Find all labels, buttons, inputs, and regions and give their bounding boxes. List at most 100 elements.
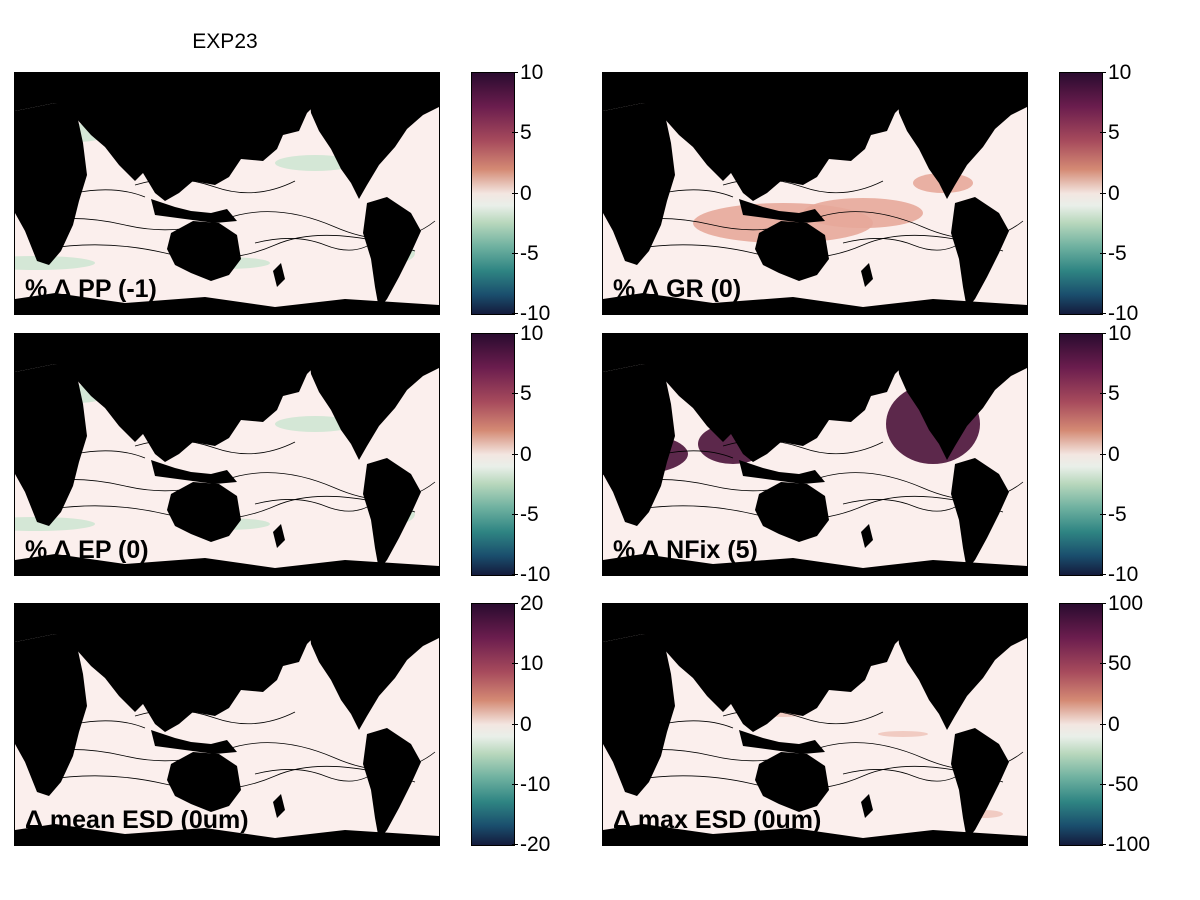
contour-line — [842, 238, 964, 251]
south-america-landmass — [363, 458, 421, 570]
africa-landmass — [15, 364, 87, 526]
colorbar-gr — [1059, 72, 1103, 315]
colorbar-tick: -10 — [1099, 302, 1139, 325]
panel-label-mean-esd: Δ mean ESD (0um) — [25, 806, 249, 834]
north-america-landmass — [895, 334, 1027, 460]
antarctica-landmass — [603, 293, 1027, 314]
colorbar-tick: -5 — [1100, 242, 1127, 265]
colorbar-tick: 0 — [512, 713, 532, 736]
contour-line — [254, 769, 376, 782]
eurasia-landmass — [15, 604, 345, 732]
indonesia-islands — [739, 460, 825, 484]
indonesia-islands — [739, 730, 825, 754]
colorbar-tick: 5 — [512, 382, 532, 405]
japan-island — [227, 648, 241, 682]
colorbar-tick: -5 — [512, 503, 539, 526]
contour-line — [74, 450, 146, 459]
eurasia-landmass — [603, 334, 933, 462]
colorbar-tick: -20 — [511, 833, 551, 856]
map-panel-nfix: % Δ NFix (5) — [602, 333, 1028, 576]
colorbar-tick: 20 — [511, 592, 544, 615]
antarctica-landmass — [603, 824, 1027, 845]
north-america-landmass — [307, 604, 439, 730]
anomaly-patch — [878, 731, 928, 737]
contour-line — [254, 499, 376, 512]
colorbar-tick: 50 — [1099, 652, 1132, 675]
colorbar-tick: -10 — [1099, 563, 1139, 586]
colorbar-tick: -100 — [1099, 833, 1151, 856]
south-america-landmass — [951, 728, 1009, 840]
indonesia-islands — [151, 199, 237, 223]
contour-line — [254, 238, 376, 251]
colorbar-tick: 10 — [511, 322, 544, 345]
map-panel-ep: % Δ EP (0) — [14, 333, 440, 576]
contour-line — [662, 189, 734, 198]
contour-line — [842, 499, 964, 512]
colorbar-tick: 0 — [1100, 713, 1120, 736]
antarctica-landmass — [15, 554, 439, 575]
indonesia-islands — [739, 199, 825, 223]
south-america-landmass — [951, 197, 1009, 309]
panel-label-max-esd: Δ max ESD (0um) — [613, 806, 822, 834]
colorbar-pp — [471, 72, 515, 315]
colorbar-tick: 10 — [511, 652, 544, 675]
colorbar-tick: 5 — [1100, 382, 1120, 405]
anomaly-patch — [275, 155, 355, 171]
new-zealand-island — [861, 263, 873, 287]
anomaly-patch — [15, 256, 95, 270]
contour-line — [842, 769, 964, 782]
australia-landmass — [167, 221, 241, 281]
eurasia-landmass — [15, 334, 345, 462]
colorbar-max-esd — [1059, 603, 1103, 846]
colorbar-tick: 100 — [1099, 592, 1144, 615]
south-america-landmass — [363, 197, 421, 309]
indonesia-islands — [151, 730, 237, 754]
colorbar-tick: -10 — [511, 563, 551, 586]
japan-island — [815, 378, 829, 412]
panel-label-pp: % Δ PP (-1) — [25, 275, 157, 303]
colorbar-tick: 10 — [511, 61, 544, 84]
colorbar-nfix — [1059, 333, 1103, 576]
japan-island — [227, 117, 241, 151]
anomaly-patch — [803, 198, 923, 228]
australia-landmass — [755, 752, 829, 812]
new-zealand-island — [273, 794, 285, 818]
contour-line — [74, 720, 146, 729]
anomaly-patch — [15, 517, 95, 531]
map-panel-mean-esd: Δ mean ESD (0um) — [14, 603, 440, 846]
africa-landmass — [603, 103, 675, 265]
africa-landmass — [603, 364, 675, 526]
south-america-landmass — [951, 458, 1009, 570]
new-zealand-island — [861, 524, 873, 548]
north-america-landmass — [895, 73, 1027, 199]
japan-island — [815, 648, 829, 682]
africa-landmass — [603, 634, 675, 796]
eurasia-landmass — [603, 73, 933, 201]
contour-line — [662, 450, 734, 459]
north-america-landmass — [307, 334, 439, 460]
japan-island — [815, 117, 829, 151]
africa-landmass — [15, 103, 87, 265]
panel-label-gr: % Δ GR (0) — [613, 275, 742, 303]
colorbar-tick: 0 — [512, 182, 532, 205]
panel-label-ep: % Δ EP (0) — [25, 536, 149, 564]
colorbar-tick: 0 — [1100, 182, 1120, 205]
antarctica-landmass — [15, 293, 439, 314]
anomaly-patch — [275, 416, 355, 432]
new-zealand-island — [861, 794, 873, 818]
eurasia-landmass — [603, 604, 933, 732]
colorbar-tick: 0 — [512, 443, 532, 466]
colorbar-tick: -50 — [1099, 773, 1139, 796]
north-america-landmass — [307, 73, 439, 199]
contour-line — [662, 720, 734, 729]
colorbar-tick: 10 — [1099, 322, 1132, 345]
africa-landmass — [15, 634, 87, 796]
north-america-landmass — [895, 604, 1027, 730]
colorbar-mean-esd — [471, 603, 515, 846]
colorbar-tick: -10 — [511, 302, 551, 325]
japan-island — [227, 378, 241, 412]
contour-line — [74, 189, 146, 198]
indonesia-islands — [151, 460, 237, 484]
panel-label-nfix: % Δ NFix (5) — [613, 536, 758, 564]
colorbar-tick: 10 — [1099, 61, 1132, 84]
